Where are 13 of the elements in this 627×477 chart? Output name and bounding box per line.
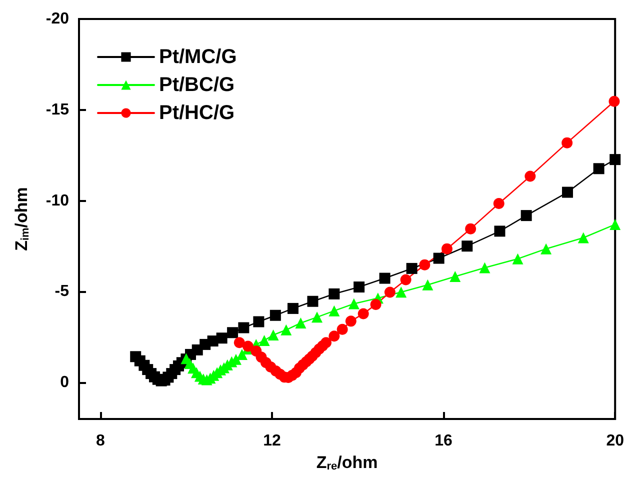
y-tick-label: -20 — [46, 10, 70, 28]
y-tick-label: -15 — [46, 101, 70, 118]
y-tick-label: 0 — [60, 374, 70, 392]
x-tick-label: 12 — [263, 432, 281, 450]
legend-label: Pt/HC/G — [159, 102, 235, 124]
y-tick-label: -5 — [54, 283, 70, 300]
x-tick-label: 20 — [606, 432, 624, 450]
legend-label: Pt/BC/G — [159, 74, 235, 96]
x-tick-label: 8 — [96, 432, 105, 450]
y-tick-label: -10 — [46, 192, 70, 210]
y-axis-title: Zim/ohm — [12, 187, 32, 251]
legend-label: Pt/MC/G — [159, 46, 237, 68]
x-tick-label: 16 — [434, 432, 453, 450]
